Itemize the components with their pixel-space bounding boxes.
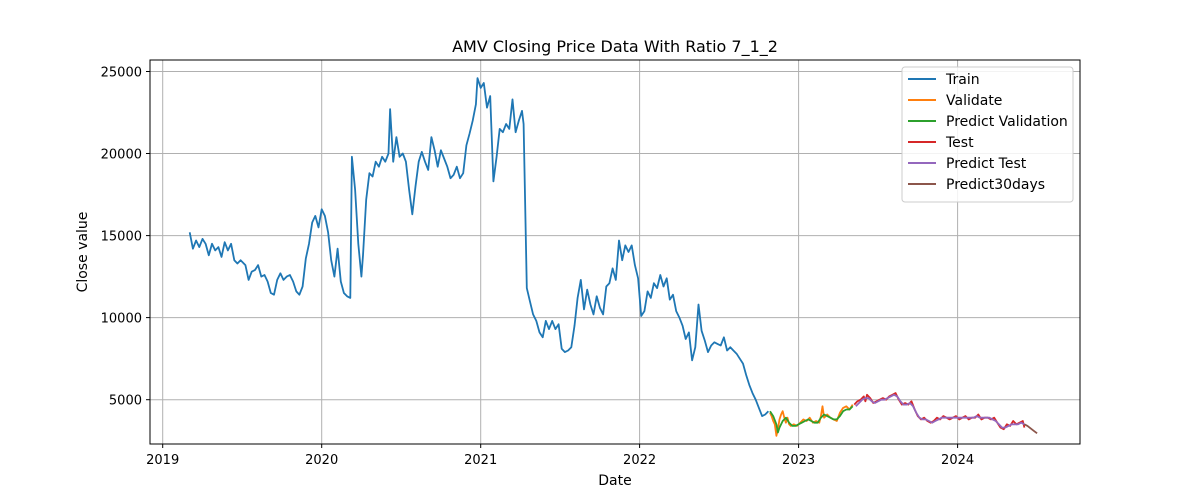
legend-label-predict30days: Predict30days — [946, 177, 1045, 193]
legend-label-predict-test: Predict Test — [946, 156, 1027, 172]
series-line-train — [188, 77, 770, 418]
series-line-predict-test — [855, 393, 1025, 429]
legend-label-predict-validation: Predict Validation — [946, 114, 1068, 130]
y-tick-label: 15000 — [101, 230, 142, 245]
x-tick-label: 2023 — [782, 453, 815, 468]
legend: Train Validate Predict Validation Test Predi… — [901, 66, 1074, 203]
legend-label-train: Train — [945, 72, 980, 88]
y-tick-label: 20000 — [101, 148, 142, 163]
x-axis-title: Date — [598, 473, 631, 489]
x-tick-label: 2024 — [941, 453, 974, 468]
plot-frame — [149, 59, 1081, 445]
x-tick-label: 2020 — [305, 453, 338, 468]
axis-ticks: 2019 2020 2021 2022 2023 2024 5000 10000 15000 20… — [101, 66, 975, 469]
series-line-predict30days — [1023, 423, 1038, 435]
x-tick-label: 2021 — [464, 453, 497, 468]
x-tick-label: 2022 — [623, 453, 656, 468]
y-tick-label: 10000 — [101, 312, 142, 327]
chart-title: AMV Closing Price Data With Ratio 7_1_2 — [452, 37, 778, 57]
legend-label-test: Test — [945, 135, 974, 151]
series-line-predict-validation — [769, 405, 854, 434]
x-tick-label: 2019 — [146, 453, 179, 468]
y-tick-label: 5000 — [109, 394, 142, 409]
y-tick-label: 25000 — [101, 66, 142, 81]
y-axis-title: Close value — [75, 212, 91, 293]
legend-label-validate: Validate — [946, 93, 1002, 109]
series-lines — [188, 77, 1038, 437]
legend-box — [901, 66, 1074, 203]
